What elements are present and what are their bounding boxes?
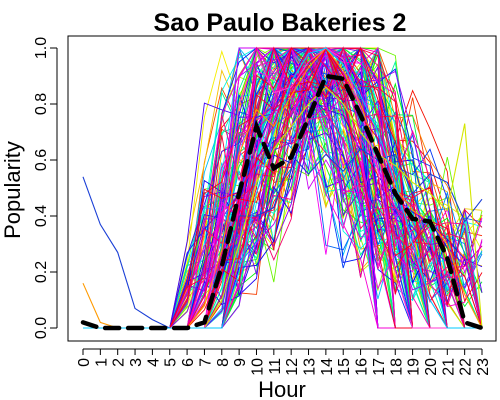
x-tick-label: 5 (163, 358, 180, 367)
x-tick-label: 3 (128, 358, 145, 367)
y-axis: 0.0 0.2 0.4 0.6 0.8 1.0 (33, 37, 58, 339)
series-layer (82, 46, 483, 329)
chart-title: Sao Paulo Bakeries 2 (154, 9, 407, 37)
y-tick-label: 1.0 (33, 37, 50, 59)
x-tick-label: 12 (284, 358, 301, 376)
y-tick-label: 0.0 (33, 317, 50, 339)
y-tick-label: 0.4 (33, 205, 50, 227)
x-tick-label: 20 (423, 358, 440, 376)
x-tick-label: 10 (249, 358, 266, 376)
x-tick-label: 4 (145, 358, 162, 367)
x-tick-label: 8 (215, 358, 232, 367)
x-tick-label: 6 (180, 358, 197, 367)
x-tick-label: 16 (354, 358, 371, 376)
x-tick-label: 9 (232, 358, 249, 367)
plot-frame (67, 35, 497, 342)
x-tick-label: 22 (458, 358, 475, 376)
y-tick-label: 0.2 (33, 261, 50, 283)
x-axis: 0 1 2 3 4 5 6 7 8 9 10 11 12 13 14 15 16 17 18 19 20 21 22 23 (76, 348, 492, 376)
x-tick-label: 7 (197, 358, 214, 367)
x-tick-label: 18 (388, 358, 405, 376)
x-tick-label: 11 (267, 358, 284, 375)
average-layer (80, 73, 485, 331)
y-tick-label: 0.6 (33, 149, 50, 171)
x-tick-label: 23 (475, 358, 492, 376)
x-tick-label: 13 (302, 358, 319, 376)
x-tick-label: 14 (319, 358, 336, 376)
series-line (82, 148, 483, 329)
x-axis-label: Hour (258, 377, 306, 400)
y-tick-label: 0.8 (33, 93, 50, 115)
x-tick-label: 15 (336, 358, 353, 376)
x-tick-label: 0 (76, 358, 93, 367)
x-tick-label: 17 (371, 358, 388, 376)
x-tick-label: 19 (406, 358, 423, 376)
y-axis-label: Popularity (0, 141, 25, 239)
x-tick-label: 1 (93, 358, 110, 367)
x-tick-label: 2 (111, 358, 128, 367)
x-tick-label: 21 (440, 358, 457, 376)
average-line (80, 73, 485, 331)
